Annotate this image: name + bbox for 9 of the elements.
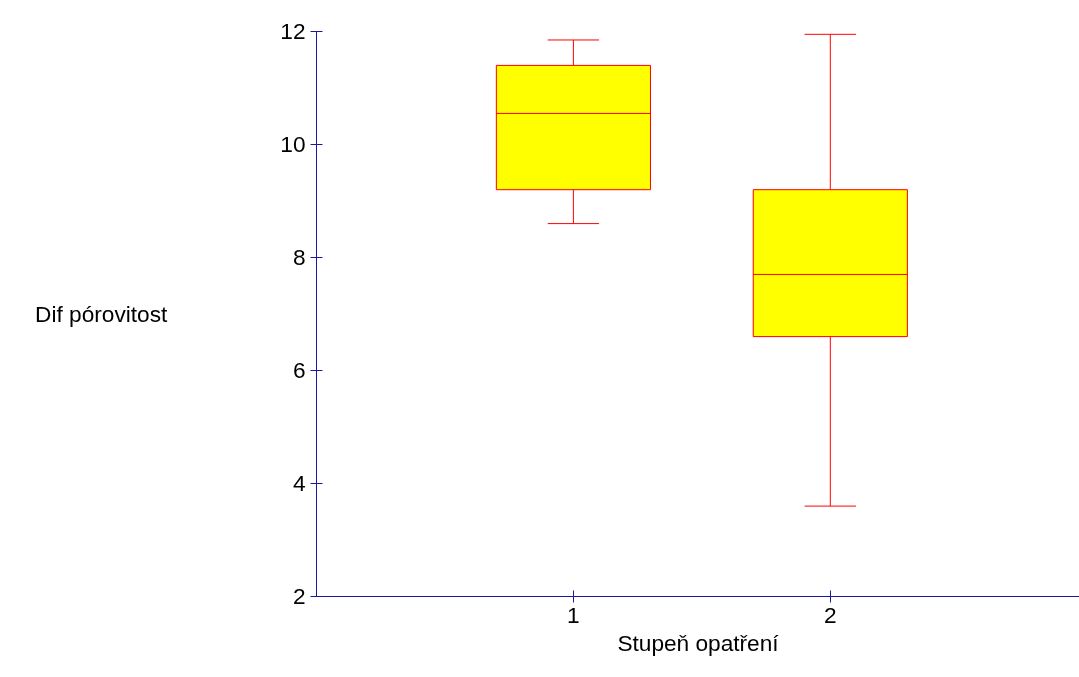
y-tick-label: 12: [280, 18, 306, 44]
y-tick-label: 4: [292, 470, 306, 496]
y-tick-label: 10: [280, 131, 306, 157]
y-tick-label: 6: [292, 357, 306, 383]
y-tick-label: 8: [292, 244, 306, 270]
x-axis-title: Stupeň opatření: [617, 629, 780, 656]
x-tick-label: 1: [567, 601, 580, 628]
y-axis-title: Dif pórovitost: [35, 301, 168, 327]
y-tick-label: 2: [292, 583, 306, 609]
